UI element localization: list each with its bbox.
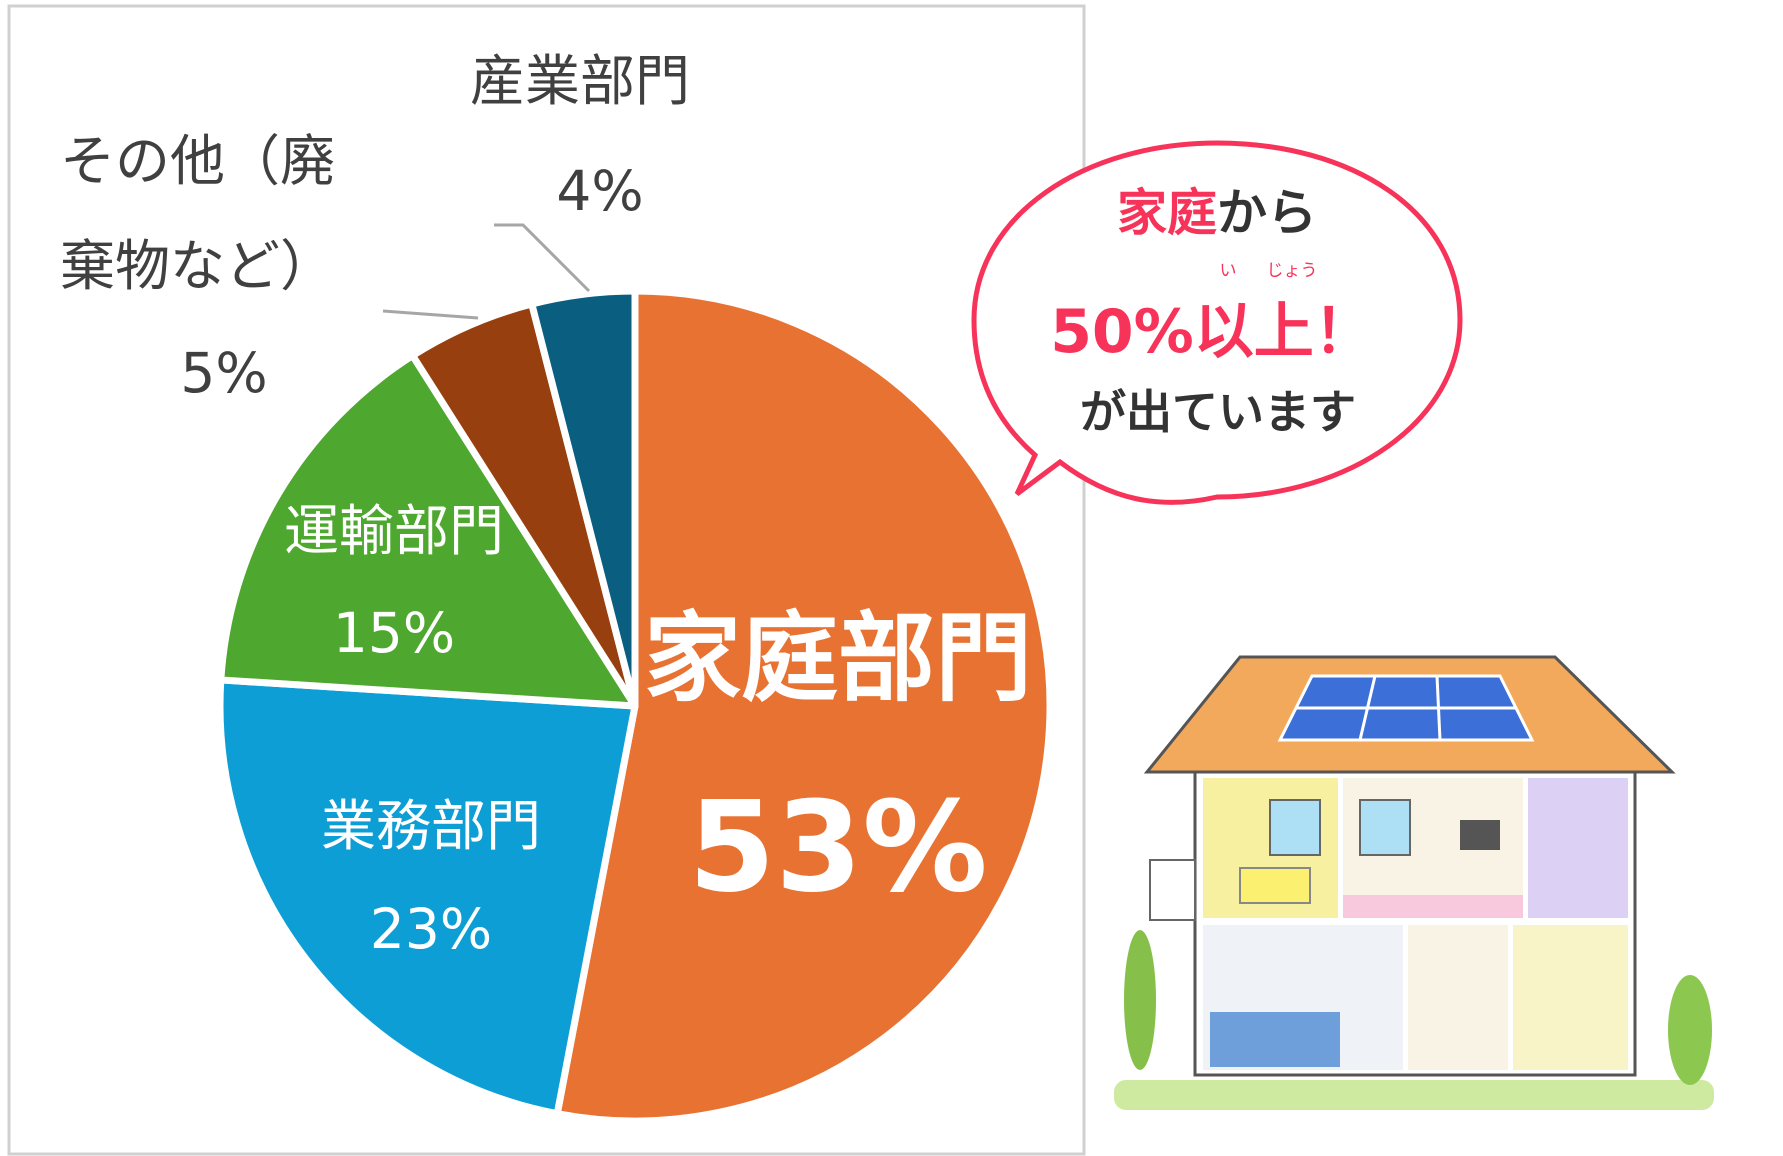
pie-slice-transport [217, 352, 639, 710]
speech-bubble: 家庭から い じょう 50%以上！ が出ています [971, 140, 1463, 505]
house-with-solar-panels-illustration [1114, 655, 1714, 1110]
callout-line3: が出ています [1080, 385, 1356, 439]
pie-slice-industry [528, 287, 639, 710]
label-other-line2: 棄物など） [60, 234, 335, 298]
label-other-line1: その他（廃 [60, 129, 335, 193]
value-transport: 15% [333, 601, 455, 665]
pie-slice-business [216, 676, 639, 1118]
callout-highlight: 家庭 [1117, 184, 1217, 242]
value-business: 23% [370, 897, 492, 961]
label-household: 家庭部門 [644, 602, 1032, 715]
ruby-i: い [1220, 261, 1237, 281]
callout-line2: 50%以上！ [1050, 297, 1374, 367]
leader-line-other [382, 309, 479, 320]
label-business: 業務部門 [321, 794, 541, 858]
ruby-jou: じょう [1267, 261, 1318, 281]
value-other: 5% [180, 341, 267, 405]
pie-slice-household [553, 287, 1054, 1125]
callout-line1-rest: から [1217, 184, 1317, 242]
label-industry: 産業部門 [470, 49, 690, 113]
label-transport: 運輸部門 [284, 499, 504, 563]
value-industry: 4% [556, 159, 643, 223]
svg-text:家庭から: 家庭から [1117, 184, 1317, 242]
leader-line-industry [494, 223, 591, 293]
value-household: 53% [688, 775, 987, 920]
